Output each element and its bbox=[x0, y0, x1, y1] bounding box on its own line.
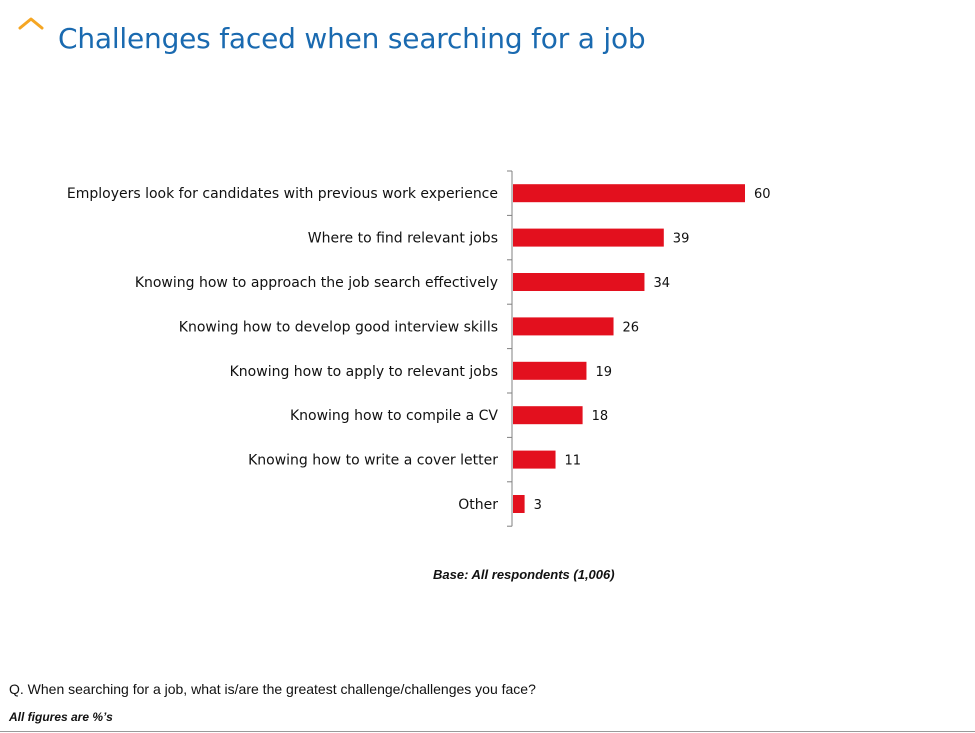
data-label: 18 bbox=[592, 409, 609, 424]
category-label: Where to find relevant jobs bbox=[308, 231, 498, 247]
survey-question: Q. When searching for a job, what is/are… bbox=[9, 681, 536, 697]
bar bbox=[513, 317, 614, 336]
figures-note: All figures are %’s bbox=[9, 710, 113, 724]
data-label: 11 bbox=[565, 454, 582, 469]
category-label: Knowing how to develop good interview sk… bbox=[179, 319, 498, 335]
bar bbox=[513, 273, 645, 291]
footer-divider bbox=[0, 731, 975, 732]
bar bbox=[513, 361, 587, 380]
category-label: Knowing how to apply to relevant jobs bbox=[230, 364, 498, 380]
bar bbox=[513, 406, 583, 425]
data-label: 39 bbox=[673, 232, 690, 247]
data-label: 26 bbox=[623, 320, 640, 335]
category-label: Knowing how to approach the job search e… bbox=[135, 275, 498, 291]
category-label: Other bbox=[458, 497, 498, 513]
bar bbox=[513, 450, 556, 469]
data-label: 34 bbox=[653, 276, 670, 291]
category-label: Knowing how to write a cover letter bbox=[248, 453, 498, 469]
base-note: Base: All respondents (1,006) bbox=[433, 567, 615, 582]
chevron-up-icon bbox=[18, 17, 44, 30]
bar bbox=[513, 184, 745, 203]
category-label: Employers look for candidates with previ… bbox=[67, 186, 498, 202]
bar bbox=[513, 228, 664, 247]
data-label: 3 bbox=[534, 498, 542, 513]
category-label: Knowing how to compile a CV bbox=[290, 408, 498, 424]
data-label: 60 bbox=[754, 187, 771, 202]
data-label: 19 bbox=[595, 365, 612, 380]
page-title: Challenges faced when searching for a jo… bbox=[58, 22, 646, 55]
bar bbox=[513, 495, 525, 513]
